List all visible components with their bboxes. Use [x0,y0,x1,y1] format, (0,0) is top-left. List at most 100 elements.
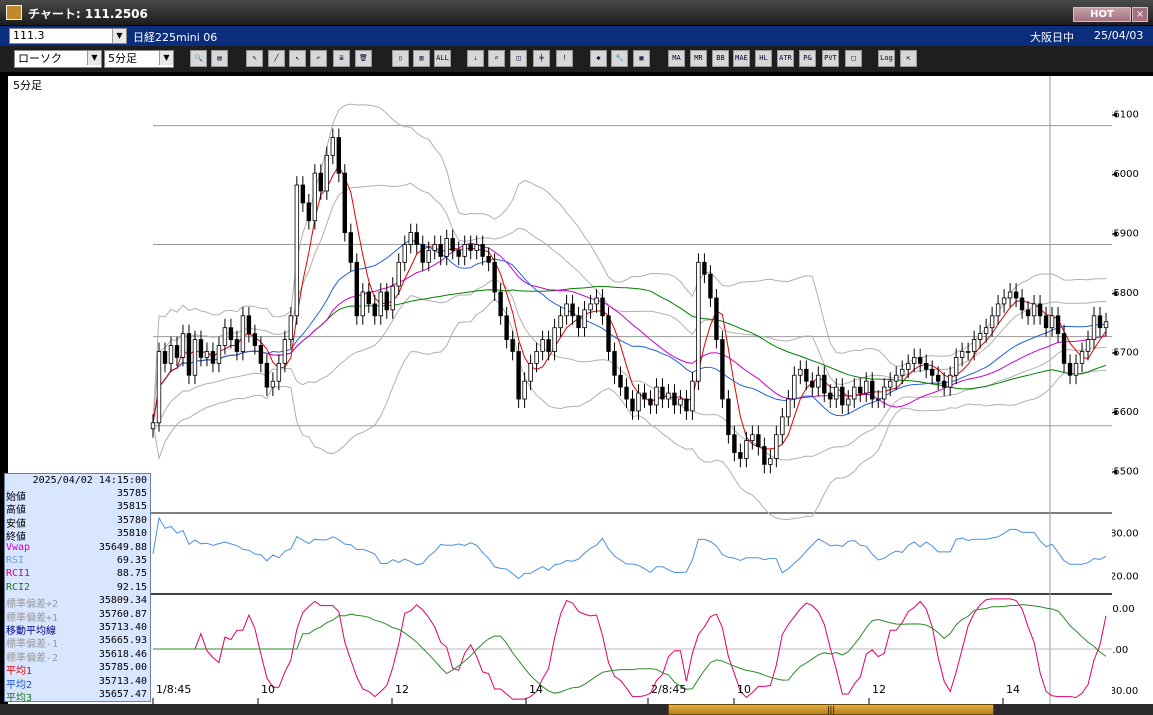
symbol-bar [0,26,1153,46]
bollinger-lower-1 [153,278,1107,461]
candle-body [822,374,827,394]
candle-body [204,351,210,358]
candle-body [432,244,437,251]
price-tick-mark: ◂ [1112,169,1117,180]
hl-icon[interactable]: HL [755,50,772,67]
line-icon[interactable]: ╱ [268,50,285,67]
candle-body [1097,315,1103,329]
candle-body [672,392,677,406]
app-icon [6,5,22,20]
price-tick-mark: ◂ [1112,288,1117,299]
candle-body [558,315,563,329]
candle-body [606,315,611,352]
candle-body [510,339,515,352]
info-row: 標準偏差+2 35809.34 [5,595,150,610]
chart-area[interactable]: 5分足 1/8:45 10 12 14 2/8:45 10 12 14 [8,76,1112,704]
close-button[interactable]: × [1132,7,1148,22]
export-icon[interactable]: ⇱ [900,50,917,67]
magnify-icon[interactable]: ⌕ [488,50,505,67]
interval-value: 5分足 [108,52,137,65]
undo-icon[interactable]: ↶ [310,50,327,67]
candle-body [828,392,833,400]
all-icon[interactable]: ALL [434,50,451,67]
candle-body [858,386,863,394]
down-arrow-icon[interactable]: ⇣ [467,50,484,67]
candle-body [864,380,869,394]
interval-select[interactable]: 5分足 ▼ [104,50,174,68]
cursor-icon[interactable]: ↖ [289,50,306,67]
mae-icon[interactable]: MAE [733,50,750,67]
log-icon[interactable]: Log [878,50,895,67]
candle-body [959,351,965,358]
candle-body [150,422,156,430]
info-timestamp: 2025/04/02 14:15:00 [32,475,147,486]
palette-icon[interactable]: ▦ [633,50,650,67]
candle-body [935,374,941,382]
settings-icon[interactable]: ✱ [590,50,607,67]
zoom-icon[interactable]: 🔍 [190,50,207,67]
chevron-down-icon[interactable]: ▼ [112,29,126,43]
price-tick-label: 36000 [1112,169,1139,180]
info-row: 始値 35785 [5,488,150,503]
pencil-icon[interactable]: ✎ [246,50,263,67]
chevron-down-icon[interactable]: ▼ [159,51,173,65]
candle-body [912,357,917,364]
sma2-line [152,238,1107,423]
info-value: 35618.46 [98,648,147,660]
scroll-thumb[interactable]: ||| [668,704,994,715]
candle-body [900,368,905,376]
info-value: 35713.40 [98,622,147,633]
candle-body [630,398,635,412]
bollinger-upper-2 [152,103,1107,423]
atr-icon[interactable]: ATR [777,50,794,67]
notepad-icon[interactable]: ≣ [333,50,350,67]
candle-body [870,380,875,400]
candle-body [480,244,485,257]
info-label: 平均2 [6,679,33,691]
candle-body [498,291,503,317]
wrench-icon[interactable]: 🔧 [611,50,628,67]
bb-icon[interactable]: BB [712,50,729,67]
chevron-down-icon[interactable]: ▼ [87,51,101,65]
square-icon[interactable]: □ [845,50,862,67]
info-label: 平均1 [6,666,33,678]
candle-body [426,250,431,263]
price-tick-label: 35600 [1112,407,1139,418]
candle-body [384,291,389,311]
candle-body [192,339,198,376]
candle-icon[interactable]: ▯ [392,50,409,67]
candle-body [1055,315,1061,335]
candle-body [906,362,911,370]
candle-body [234,339,240,352]
chart-type-select[interactable]: ローソク ▼ [14,50,102,68]
bars-icon[interactable]: ▥ [413,50,430,67]
pb-icon[interactable]: P& [799,50,816,67]
info-label: 平均3 [6,693,33,704]
rsi-line [152,516,1107,580]
candle-body [774,434,779,459]
ma-icon[interactable]: MA [668,50,685,67]
grid-icon[interactable]: ╪ [533,50,550,67]
rci-tick-label: 0.00 [1112,645,1128,656]
info-row: 標準偏差-1 35665.93 [5,635,150,651]
info-icon[interactable]: ! [556,50,573,67]
symbol-select[interactable]: 111.3 ▼ [9,28,127,44]
time-label: 1/8:45 [156,683,191,696]
mr-icon[interactable]: MR [690,50,707,67]
candle-body [840,386,845,406]
candle-body [1061,333,1067,364]
candle-body [444,238,449,257]
symbol-code: 111.3 [13,29,45,42]
pvt-icon[interactable]: PVT [822,50,839,67]
trash-icon[interactable]: 🗑 [355,50,372,67]
info-label: 終値 [6,532,26,544]
info-label: 標準偏差-1 [6,639,59,651]
horizontal-scrollbar[interactable] [0,704,1153,715]
candle-body [372,303,377,317]
hot-button[interactable]: HOT [1073,7,1131,22]
chart-icon[interactable]: ◫ [510,50,527,67]
candle-body [888,380,893,388]
candle-body [678,398,683,406]
window-icon[interactable]: ▤ [211,50,228,67]
info-value: 35760.87 [98,608,147,620]
